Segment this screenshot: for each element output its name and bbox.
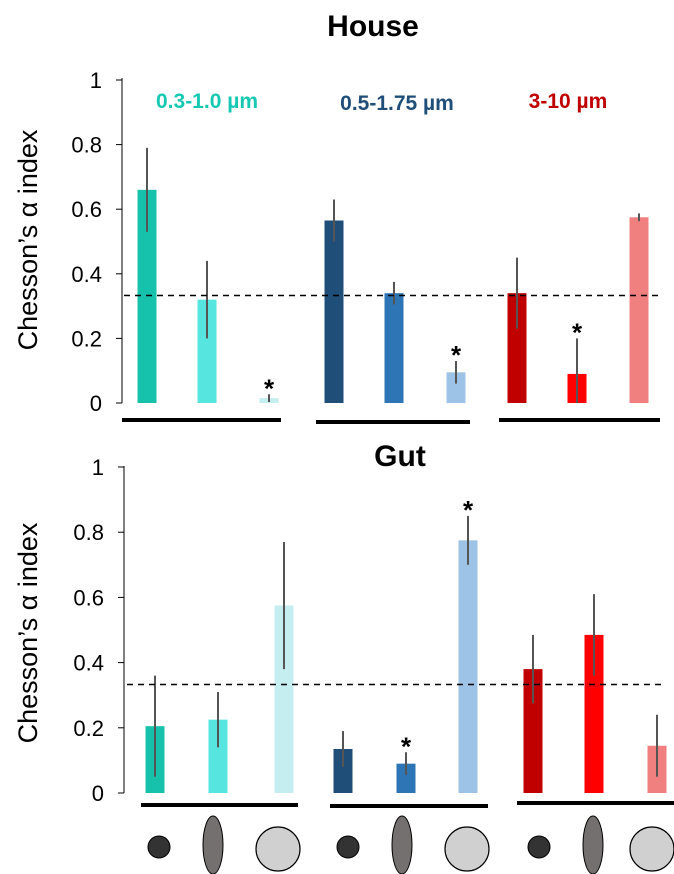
bar	[197, 299, 217, 403]
bar	[446, 372, 466, 403]
y-tick-label: 0.4	[73, 651, 104, 676]
size-label-medium: 0.5-1.75 µm	[340, 92, 454, 115]
y-tick-label: 0	[90, 391, 102, 416]
large-sphere-icon	[444, 826, 490, 872]
y-tick-label: 0.2	[71, 326, 102, 351]
y-tick-label: 1	[90, 68, 102, 93]
bar	[333, 748, 353, 793]
large-sphere-icon	[629, 826, 674, 872]
bar	[458, 540, 478, 793]
y-tick-label: 0.8	[71, 133, 102, 158]
bar	[523, 669, 543, 793]
bar	[584, 634, 604, 793]
bar	[507, 293, 527, 403]
sphere-icon	[336, 835, 360, 859]
house-panel: 0 0.2 0.4 0.6 0.8 1 * * *	[71, 68, 660, 424]
y-tick-label: 1	[92, 455, 104, 480]
bar	[384, 293, 404, 403]
y-tick-label: 0.2	[73, 716, 104, 741]
size-label-small: 0.3-1.0 µm	[156, 90, 258, 113]
rod-icon	[391, 815, 413, 874]
particle-icons	[147, 815, 674, 874]
significance-marker: *	[401, 731, 412, 761]
y-tick-label: 0.8	[73, 520, 104, 545]
y-tick-label: 0.6	[73, 585, 104, 610]
house-panel-title: House	[327, 10, 419, 43]
house-y-axis-label: Chesson’s α index	[13, 129, 43, 350]
y-tick-label: 0.4	[71, 262, 102, 287]
sphere-icon	[147, 835, 171, 859]
bar	[274, 605, 294, 793]
bar	[629, 217, 649, 403]
significance-marker: *	[463, 495, 474, 525]
bar	[396, 763, 416, 793]
large-sphere-icon	[255, 826, 301, 872]
y-tick-label: 0.6	[71, 197, 102, 222]
significance-marker: *	[572, 317, 583, 347]
y-tick-label: 0	[92, 781, 104, 806]
bar	[208, 719, 228, 793]
gut-panel: 0 0.2 0.4 0.6 0.8 1 * *	[73, 455, 674, 808]
gut-panel-title: Gut	[374, 440, 426, 473]
bar	[137, 189, 157, 403]
sphere-icon	[527, 835, 551, 859]
significance-marker: *	[264, 373, 275, 403]
rod-icon	[202, 815, 224, 874]
significance-marker: *	[451, 340, 462, 370]
size-label-large: 3-10 µm	[529, 90, 608, 113]
rod-icon	[582, 815, 604, 874]
bar	[324, 220, 344, 403]
gut-y-axis-label: Chesson’s α index	[13, 522, 43, 743]
